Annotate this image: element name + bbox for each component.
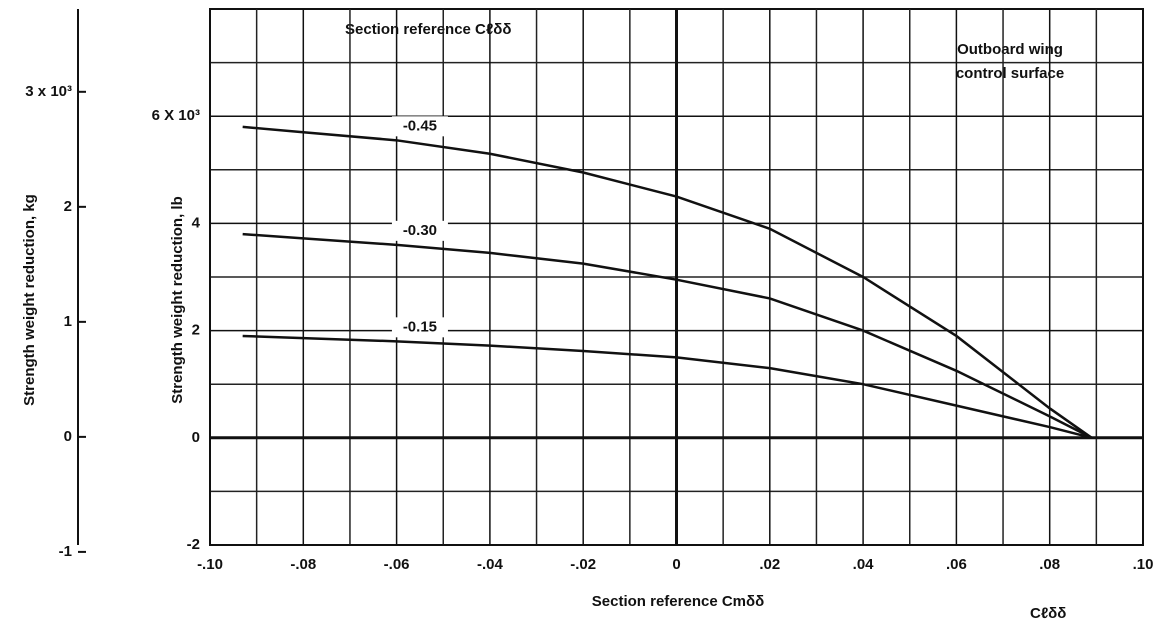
x-tick-label: -.04	[477, 556, 504, 573]
x-axis-title: Section reference Cmδδ	[592, 593, 764, 610]
y2-tick-label: 2	[64, 198, 72, 215]
y2-tick-label: 3 x 10³	[25, 83, 72, 100]
series-label: -0.15	[403, 318, 437, 335]
y-tick-label: 0	[192, 429, 200, 446]
y2-tick-label: 0	[64, 428, 72, 445]
x-tick-label: -.10	[197, 556, 223, 573]
y2-tick-label: -1	[59, 543, 72, 560]
y-tick-label: -2	[187, 536, 200, 553]
annotation: control surface	[956, 65, 1064, 82]
chart-title: Section reference Cℓδδ	[345, 21, 511, 38]
x-tick-label: -.08	[290, 556, 316, 573]
series-label: -0.45	[403, 117, 437, 134]
x-tick-label: .02	[759, 556, 780, 573]
y2-tick-label: 1	[64, 313, 72, 330]
line	[242, 125, 1093, 439]
series-label: -0.30	[403, 222, 437, 239]
x-tick-label: .08	[1039, 556, 1060, 573]
x-tick-label: .04	[853, 556, 875, 573]
x-tick-label: -.06	[384, 556, 410, 573]
y-tick-label: 2	[192, 322, 200, 339]
y-tick-label: 4	[192, 214, 201, 231]
y2-axis-title: Strength weight reduction, kg	[21, 194, 38, 406]
y-tick-label: 6 X 10³	[152, 107, 200, 124]
x-tick-label: .10	[1133, 556, 1154, 573]
series-label-bg	[391, 116, 448, 137]
corner-label: Cℓδδ	[1030, 605, 1066, 622]
x-tick-label: 0	[672, 556, 680, 573]
series-label-bg	[391, 317, 448, 338]
y-axis-title: Strength weight reduction, lb	[169, 196, 186, 404]
annotation: Outboard wing	[957, 41, 1063, 58]
x-tick-label: .06	[946, 556, 967, 573]
x-tick-label: -.02	[570, 556, 596, 573]
series-label-bg	[391, 220, 448, 241]
line	[242, 334, 1092, 440]
line	[242, 232, 1093, 439]
